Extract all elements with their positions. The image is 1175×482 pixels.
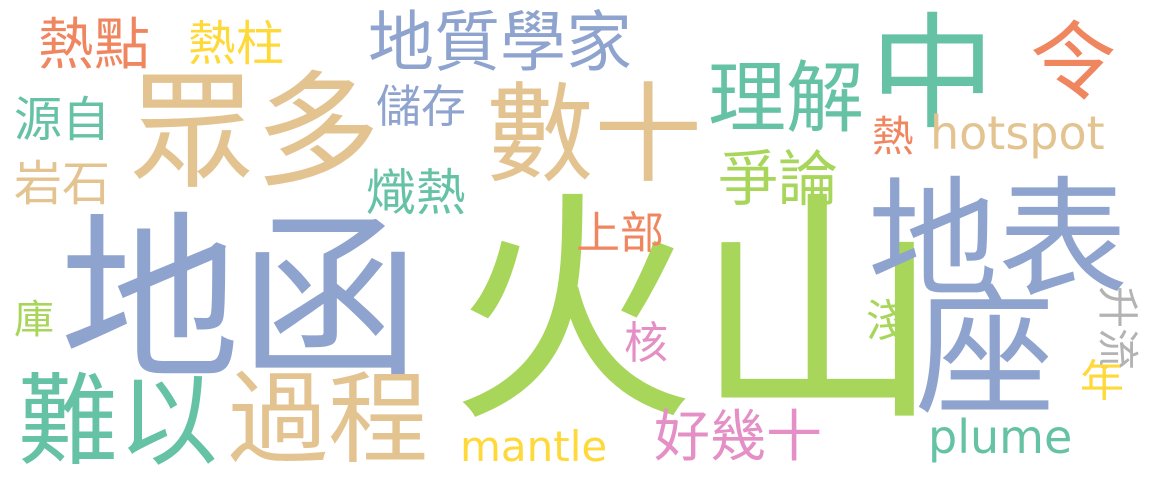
word-nanyi: 難以 [18, 363, 218, 480]
word-he: 核 [624, 318, 668, 369]
word-dibiao: 地表 [868, 164, 1129, 316]
word-plume: plume [928, 410, 1073, 464]
word-shangbu: 上部 [576, 208, 664, 259]
word-shushi: 數十 [486, 73, 703, 198]
word-guocheng: 過程 [228, 361, 428, 478]
word-zhenglun: 爭論 [718, 145, 838, 215]
word-yuanzi: 源自 [14, 92, 111, 148]
word-mantle: mantle [460, 422, 608, 471]
word-huoshan: 火山 [450, 170, 940, 455]
word-zhongduo: 眾多 [130, 60, 380, 205]
word-chucun: 儲存 [376, 80, 467, 133]
word-zuo: 座 [915, 273, 1056, 436]
word-dihan: 地函 [60, 197, 421, 406]
word-haojishi: 好幾十 [654, 405, 822, 470]
word-zhong: 中 [870, 2, 995, 147]
word-nian: 年 [1080, 356, 1124, 407]
word-qian: 淺 [866, 296, 910, 347]
word-redian: 熱點 [38, 13, 150, 78]
word-hotspot: hotspot [930, 106, 1105, 160]
word-chire: 熾熱 [366, 164, 466, 222]
word-dizhixuejia: 地質學家 [368, 4, 632, 81]
word-ku: 庫 [14, 297, 54, 343]
word-yanshi: 岩石 [14, 156, 111, 212]
word-ling: 令 [1030, 13, 1116, 113]
word-rezhu: 熱柱 [188, 16, 285, 72]
word-re: 熱 [872, 112, 915, 161]
word-lijie: 理解 [708, 54, 865, 144]
